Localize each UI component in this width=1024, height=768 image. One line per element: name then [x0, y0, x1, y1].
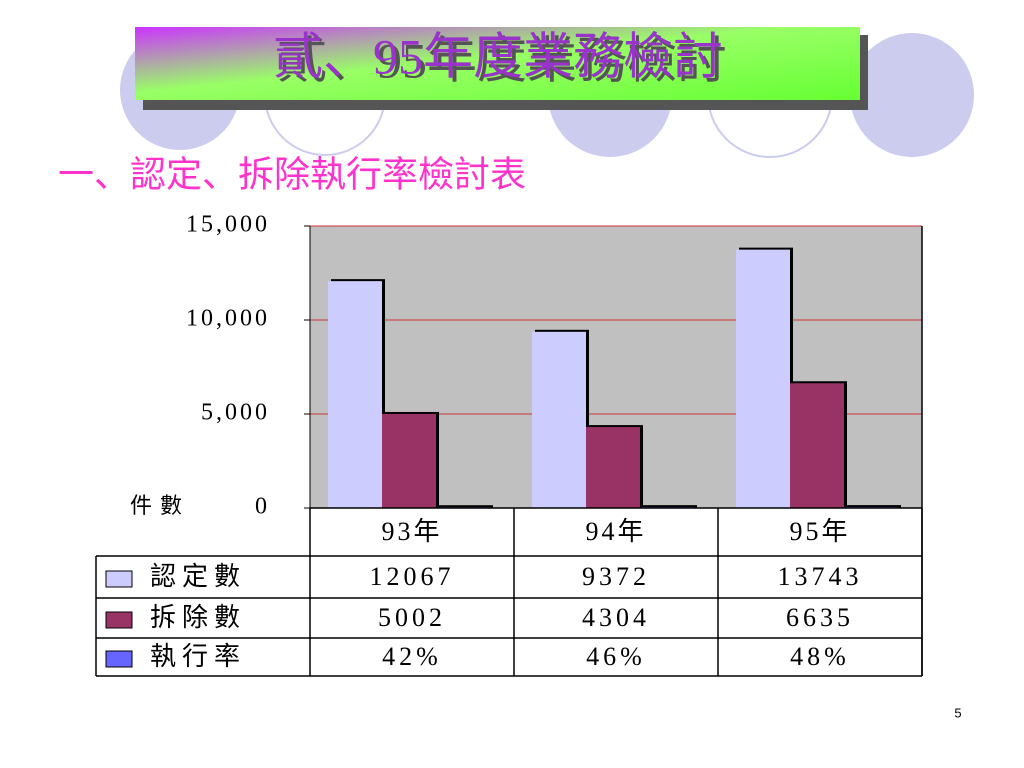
bar [532, 331, 586, 508]
bar-shadow [439, 505, 493, 508]
table-cell: 6635 [786, 603, 854, 632]
legend-swatch [105, 570, 133, 588]
page-number: 5 [954, 705, 961, 720]
table-cell: 5002 [378, 603, 446, 632]
y-tick-label: 0 [255, 494, 270, 520]
table-cell: 46% [586, 642, 646, 671]
legend-swatch [105, 650, 133, 668]
table-cell: 13743 [778, 562, 863, 591]
y-tick-label: 5,000 [201, 400, 270, 426]
x-tick-label: 93年 [381, 517, 442, 546]
bar [586, 427, 640, 508]
decoration [120, 27, 974, 158]
table-cell: 4304 [582, 603, 650, 632]
bar [736, 249, 790, 509]
slide-title: 貳、95年度業務檢討 [273, 28, 723, 84]
bar-shadow [643, 505, 697, 508]
bar-shadow [847, 505, 901, 508]
title-shadow: 貳、95年度業務檢討 [277, 32, 727, 88]
bar [328, 281, 382, 508]
y-tick-label: 15,000 [186, 212, 270, 238]
table-cell: 9372 [582, 562, 650, 591]
y-axis-label: 件數 [130, 493, 190, 518]
bar [382, 413, 436, 508]
subtitle: 一、認定、拆除執行率檢討表 [58, 154, 526, 194]
bar [790, 383, 844, 508]
legend-label: 認定數 [150, 562, 246, 591]
legend-label: 執行率 [150, 642, 246, 671]
x-tick-label: 94年 [585, 517, 646, 546]
legend-swatch [105, 611, 133, 629]
table-cell: 12067 [370, 562, 455, 591]
y-tick-label: 10,000 [186, 306, 270, 332]
legend-label: 拆除數 [150, 603, 246, 632]
table-cell: 42% [382, 642, 442, 671]
table-cell: 48% [790, 642, 850, 671]
x-tick-label: 95年 [789, 517, 850, 546]
